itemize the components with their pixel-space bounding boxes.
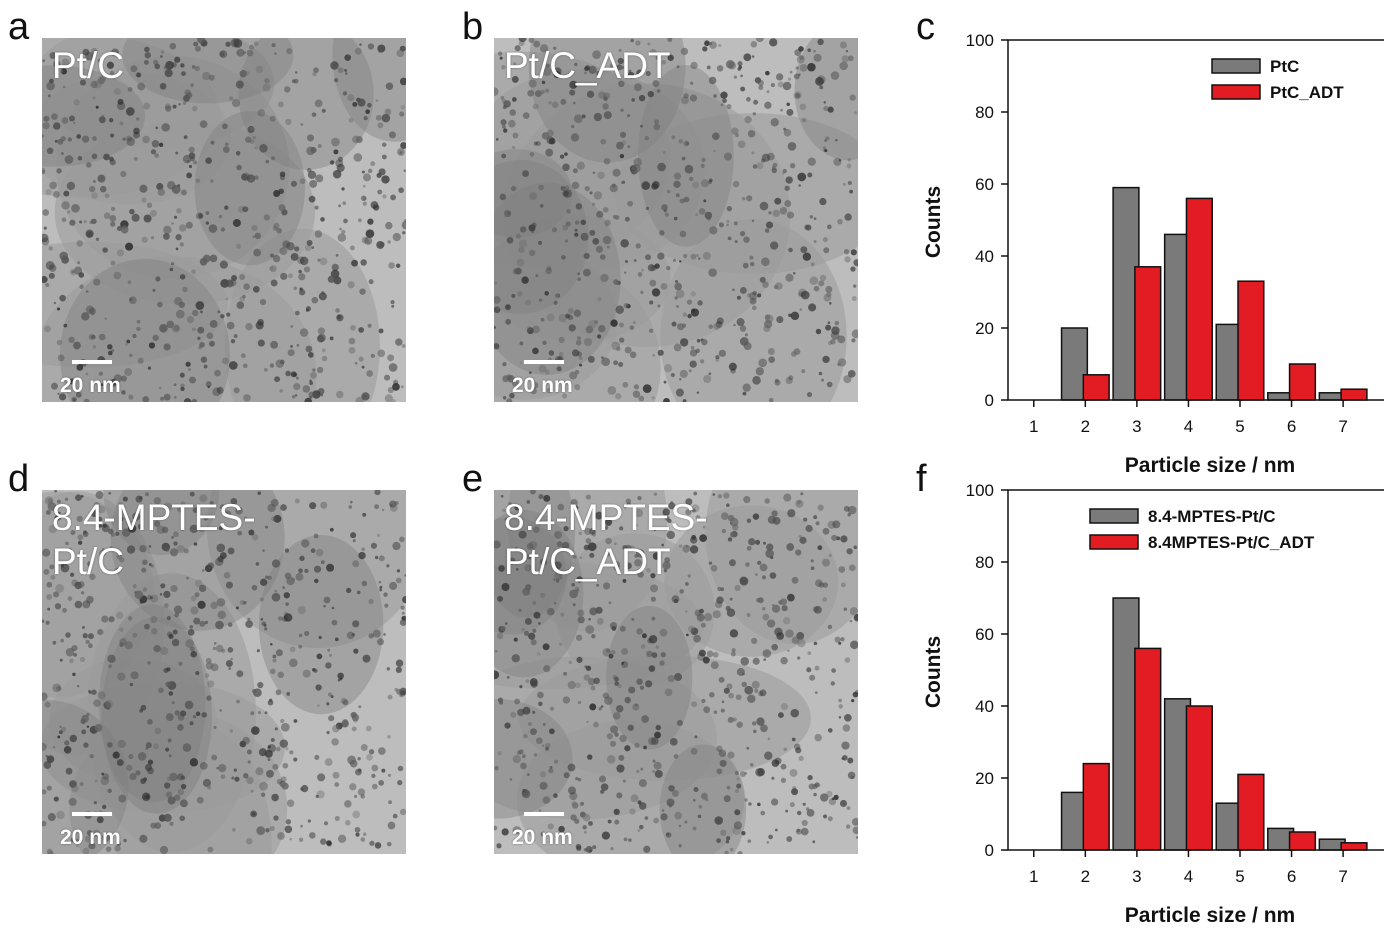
x-tick-label: 1	[1029, 417, 1038, 436]
y-tick-label: 100	[966, 481, 994, 500]
panel-letter-d: d	[8, 458, 30, 500]
histogram-chart-c: 020406080100123456789Particle size / nmC…	[922, 31, 1384, 477]
tem-label: 8.4-MPTES- Pt/C	[52, 496, 256, 584]
x-tick-label: 3	[1132, 417, 1141, 436]
x-tick-label: 6	[1287, 867, 1296, 886]
y-tick-label: 80	[975, 103, 994, 122]
panel-letter-b: b	[462, 6, 484, 48]
bar-red-3	[1134, 647, 1162, 851]
panel-letter-f: f	[916, 458, 927, 500]
panel-letter-a: a	[8, 6, 30, 48]
y-tick-label: 40	[975, 247, 994, 266]
y-tick-label: 20	[975, 769, 994, 788]
histogram-chart-f: 020406080100123456789Particle size / nmC…	[922, 481, 1384, 927]
bar-red-5	[1237, 773, 1265, 851]
bar-red-7	[1340, 842, 1368, 851]
tem-texture	[494, 490, 858, 854]
y-axis-label: Counts	[922, 186, 945, 258]
y-tick-label: 80	[975, 553, 994, 572]
bar-red-5	[1237, 280, 1265, 401]
tem-image-d: 8.4-MPTES- Pt/C 20 nm	[42, 490, 406, 854]
tem-image-a: Pt/C 20 nm	[42, 38, 406, 402]
bar-red-3	[1134, 266, 1162, 401]
x-tick-label: 6	[1287, 417, 1296, 436]
legend-swatch	[1089, 508, 1139, 524]
tem-image-e: 8.4-MPTES- Pt/C_ADT 20 nm	[494, 490, 858, 854]
bar-red-4	[1185, 705, 1213, 851]
legend-label: 8.4MPTES-Pt/C_ADT	[1148, 533, 1315, 552]
panel-letter-e: e	[462, 458, 484, 500]
legend-swatch	[1211, 58, 1261, 74]
tem-texture	[42, 38, 406, 402]
x-tick-label: 2	[1081, 417, 1090, 436]
legend-label: PtC	[1270, 57, 1299, 76]
x-tick-label: 7	[1338, 417, 1347, 436]
legend-swatch	[1211, 84, 1261, 100]
tem-label-line: Pt/C	[52, 541, 124, 582]
scale-bar-label: 20 nm	[512, 374, 573, 397]
x-tick-label: 1	[1029, 867, 1038, 886]
tem-texture	[494, 38, 858, 402]
tem-texture	[42, 490, 406, 854]
x-axis-label: Particle size / nm	[1125, 904, 1295, 927]
bar-red-2	[1082, 374, 1110, 401]
y-tick-label: 0	[985, 841, 994, 860]
y-tick-label: 20	[975, 319, 994, 338]
panel-letter-c: c	[916, 6, 935, 48]
tem-label-line: 8.4-MPTES-	[52, 497, 256, 538]
x-tick-label: 5	[1235, 417, 1244, 436]
y-tick-label: 60	[975, 625, 994, 644]
y-tick-label: 100	[966, 31, 994, 50]
tem-label-line: Pt/C_ADT	[504, 45, 671, 86]
tem-label: Pt/C	[52, 44, 124, 88]
scale-bar	[72, 360, 112, 364]
scale-bar	[72, 812, 112, 816]
x-tick-label: 7	[1338, 867, 1347, 886]
bar-red-6	[1288, 831, 1317, 851]
x-axis-label: Particle size / nm	[1125, 454, 1295, 477]
y-axis-label: Counts	[922, 636, 945, 708]
legend-swatch	[1089, 534, 1139, 550]
y-tick-label: 60	[975, 175, 994, 194]
legend-label: PtC_ADT	[1270, 83, 1344, 102]
scale-bar	[524, 812, 564, 816]
y-tick-label: 40	[975, 697, 994, 716]
y-tick-label: 0	[985, 391, 994, 410]
x-tick-label: 2	[1081, 867, 1090, 886]
scale-bar-label: 20 nm	[60, 374, 121, 397]
bar-red-4	[1185, 197, 1213, 401]
x-tick-label: 3	[1132, 867, 1141, 886]
tem-label: Pt/C_ADT	[504, 44, 671, 88]
x-tick-label: 4	[1184, 867, 1193, 886]
tem-label-line: Pt/C	[52, 45, 124, 86]
tem-label-line: 8.4-MPTES-	[504, 497, 708, 538]
x-tick-label: 5	[1235, 867, 1244, 886]
scale-bar-label: 20 nm	[512, 826, 573, 849]
legend-label: 8.4-MPTES-Pt/C	[1148, 507, 1276, 526]
bar-red-6	[1288, 363, 1317, 401]
bar-red-2	[1082, 762, 1110, 851]
tem-image-b: Pt/C_ADT 20 nm	[494, 38, 858, 402]
scale-bar	[524, 360, 564, 364]
scale-bar-label: 20 nm	[60, 826, 121, 849]
bar-red-7	[1340, 388, 1368, 401]
x-tick-label: 4	[1184, 417, 1193, 436]
tem-label: 8.4-MPTES- Pt/C_ADT	[504, 496, 708, 584]
tem-label-line: Pt/C_ADT	[504, 541, 671, 582]
